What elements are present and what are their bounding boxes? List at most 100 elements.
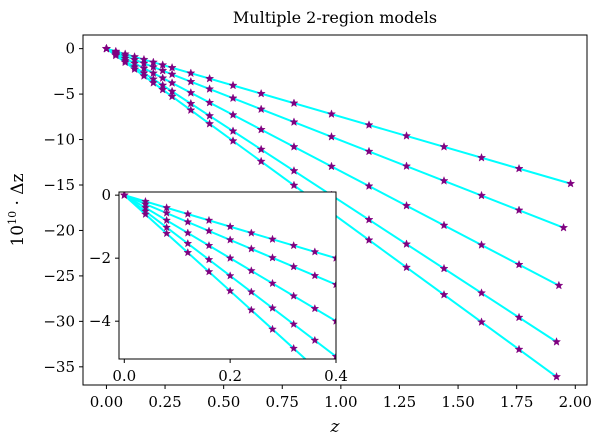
series-line xyxy=(106,47,564,229)
x-tick-label: 1.00 xyxy=(324,393,357,411)
data-point xyxy=(326,132,337,141)
data-point xyxy=(401,200,412,210)
data-point xyxy=(559,222,569,232)
data-point xyxy=(204,255,214,264)
data-point xyxy=(289,343,298,353)
data-point xyxy=(186,88,196,97)
x-tick-label: 0.2 xyxy=(218,367,242,385)
data-point xyxy=(476,152,487,162)
data-point xyxy=(476,190,487,200)
data-point xyxy=(364,235,374,244)
data-point xyxy=(228,136,238,145)
data-point xyxy=(566,178,576,188)
chart-title: Multiple 2-region models xyxy=(233,8,437,27)
data-point xyxy=(331,351,336,359)
data-point xyxy=(514,312,524,322)
data-point xyxy=(439,220,449,230)
data-point xyxy=(141,209,150,218)
data-point xyxy=(228,126,238,135)
data-point xyxy=(186,76,196,86)
data-point xyxy=(139,71,149,80)
data-point xyxy=(256,88,266,98)
data-point xyxy=(225,222,235,231)
data-point xyxy=(167,91,177,101)
data-point xyxy=(364,120,374,129)
data-point xyxy=(439,289,449,299)
data-point xyxy=(289,180,299,190)
x-tick-label: 1.50 xyxy=(441,393,474,411)
main-series-markers xyxy=(101,43,576,381)
data-point xyxy=(148,78,158,87)
data-point xyxy=(167,78,177,87)
data-point xyxy=(268,278,277,288)
data-point xyxy=(439,263,449,273)
y-tick-label: −30 xyxy=(43,312,75,330)
data-point xyxy=(331,316,336,325)
data-point xyxy=(162,228,171,238)
inset-plot-area: 0.0 0.2 0.4 0 −2 −4 xyxy=(89,186,348,385)
data-point xyxy=(289,98,299,108)
data-point xyxy=(162,215,171,225)
x-tick-label: 0.25 xyxy=(148,393,181,411)
data-point xyxy=(326,109,337,118)
data-point xyxy=(256,144,266,154)
data-point xyxy=(158,73,168,82)
y-tick-label: −35 xyxy=(43,358,75,376)
data-point xyxy=(183,209,193,218)
data-point xyxy=(331,280,336,289)
data-point xyxy=(101,43,111,53)
data-point xyxy=(183,228,193,237)
data-point xyxy=(119,192,129,199)
data-point xyxy=(204,267,214,276)
y-axis-label: 1010 · Δz xyxy=(6,173,28,246)
data-point xyxy=(186,105,196,115)
data-point xyxy=(476,288,487,297)
x-tick-label: 1.75 xyxy=(500,393,533,411)
data-point xyxy=(246,287,256,296)
x-tick-label: 0.4 xyxy=(324,367,348,385)
data-point xyxy=(289,166,299,175)
data-point xyxy=(228,110,238,119)
data-point xyxy=(246,244,256,253)
data-point xyxy=(120,57,130,67)
data-point xyxy=(183,217,193,226)
data-point xyxy=(326,161,337,171)
data-point xyxy=(246,305,256,314)
data-point xyxy=(205,84,215,93)
data-point xyxy=(204,215,214,225)
data-point xyxy=(205,111,215,120)
data-point xyxy=(289,319,298,328)
data-point xyxy=(268,234,277,243)
y-tick-label: −2 xyxy=(89,249,111,267)
data-point xyxy=(225,253,235,262)
y-tick-label: 0 xyxy=(65,40,75,58)
data-point xyxy=(158,84,168,94)
inset-series-markers xyxy=(119,192,336,359)
data-point xyxy=(289,291,298,300)
data-point xyxy=(256,104,266,114)
data-point xyxy=(401,262,412,272)
data-point xyxy=(205,73,215,83)
data-point xyxy=(228,80,238,90)
y-tick-label: −10 xyxy=(43,131,75,149)
data-point xyxy=(310,304,320,313)
data-point xyxy=(167,69,177,79)
main-x-ticks: 0.00 0.25 0.50 0.75 1.00 1.25 1.50 1.75 2.00 xyxy=(90,385,592,411)
data-point xyxy=(514,344,524,354)
data-point xyxy=(204,241,214,250)
data-point xyxy=(289,117,299,126)
data-point xyxy=(554,280,564,290)
data-point xyxy=(514,205,524,215)
y-tick-label: 0 xyxy=(101,186,111,204)
data-point xyxy=(186,68,196,78)
data-point xyxy=(364,214,374,224)
data-point xyxy=(476,317,487,326)
data-point xyxy=(183,248,193,257)
data-point xyxy=(246,228,256,237)
data-point xyxy=(401,131,412,140)
inset-x-ticks: 0.0 0.2 0.4 xyxy=(112,359,348,385)
data-point xyxy=(228,93,238,103)
main-plot-frame xyxy=(82,34,588,386)
x-axis-label: z xyxy=(330,417,341,437)
